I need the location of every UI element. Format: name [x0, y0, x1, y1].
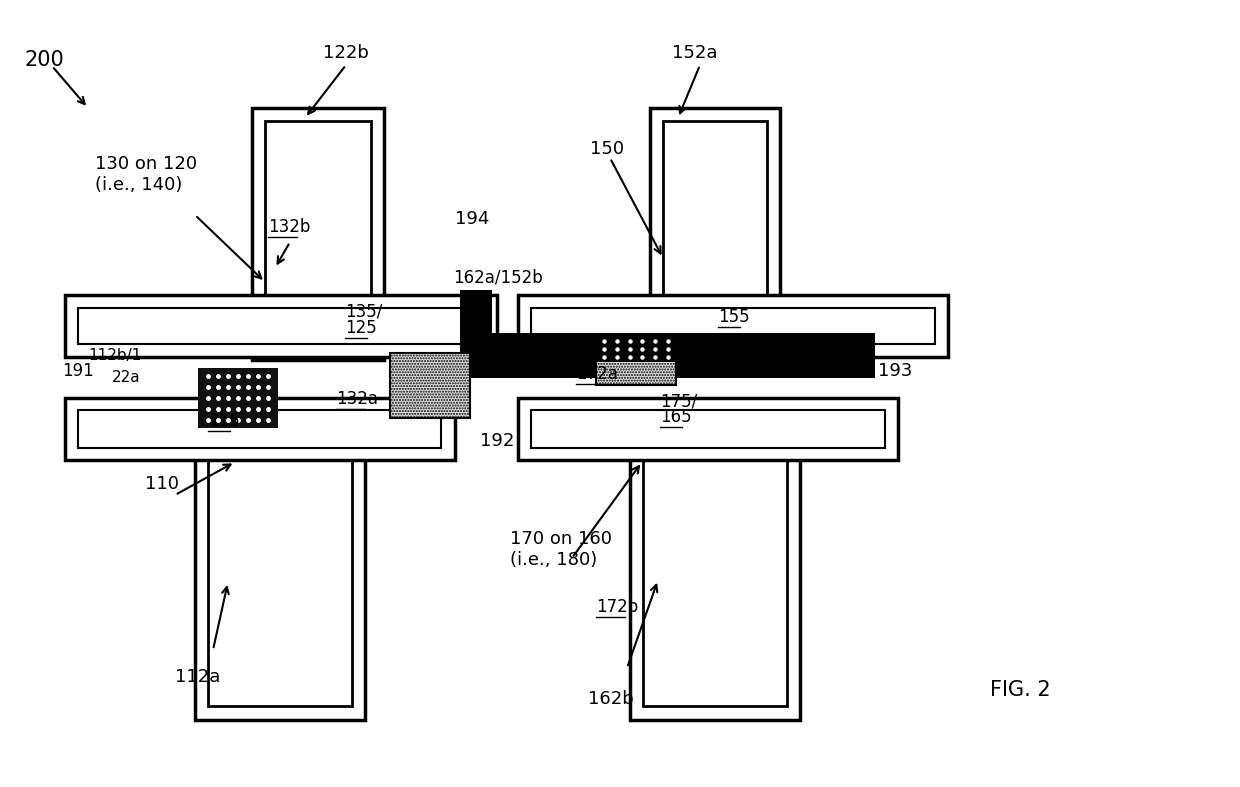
Bar [518, 295, 949, 357]
Text: FIG. 2: FIG. 2 [990, 680, 1050, 700]
Bar [391, 353, 470, 418]
Bar [518, 398, 898, 460]
Bar [531, 308, 935, 344]
Bar [596, 337, 676, 362]
Bar [78, 308, 484, 344]
Text: 125: 125 [345, 319, 377, 337]
Text: 172b: 172b [596, 598, 639, 616]
Bar [596, 337, 676, 385]
Text: 170 on 160
(i.e., 180): 170 on 160 (i.e., 180) [510, 530, 613, 569]
Text: 172a: 172a [577, 365, 618, 383]
Bar [78, 410, 441, 448]
Text: 192: 192 [480, 432, 515, 450]
Bar [460, 333, 875, 378]
Bar [663, 121, 768, 347]
Text: 165: 165 [660, 408, 692, 426]
Text: 152a: 152a [672, 44, 718, 62]
Text: 191: 191 [62, 362, 94, 380]
Text: 135/: 135/ [345, 303, 382, 321]
Text: 22a: 22a [112, 370, 140, 385]
Bar [252, 108, 384, 360]
Bar [198, 368, 278, 428]
Bar [531, 410, 885, 448]
Text: 155: 155 [718, 308, 750, 326]
Text: 112a: 112a [175, 668, 221, 686]
Bar [630, 430, 800, 720]
Text: 112b/1: 112b/1 [88, 348, 141, 363]
Text: 175/: 175/ [660, 392, 697, 410]
Bar [650, 108, 780, 360]
Bar [198, 368, 278, 428]
Text: 115: 115 [208, 412, 239, 430]
Bar [644, 443, 787, 706]
Text: 130 on 120
(i.e., 140): 130 on 120 (i.e., 140) [95, 155, 197, 194]
Text: 132b: 132b [268, 218, 310, 236]
Text: 194: 194 [455, 210, 490, 228]
Text: 162a/152b: 162a/152b [453, 268, 543, 286]
Text: 162b: 162b [588, 690, 634, 708]
Text: 200: 200 [25, 50, 64, 70]
Bar [208, 443, 352, 706]
Bar [64, 295, 497, 357]
Text: 122b: 122b [322, 44, 368, 62]
Text: 110: 110 [145, 475, 179, 493]
Text: 132a: 132a [336, 390, 378, 408]
Bar [265, 121, 371, 347]
Bar [64, 398, 455, 460]
Bar [460, 290, 492, 378]
Bar [195, 430, 365, 720]
Text: 193: 193 [878, 362, 913, 380]
Text: 150: 150 [590, 140, 624, 158]
